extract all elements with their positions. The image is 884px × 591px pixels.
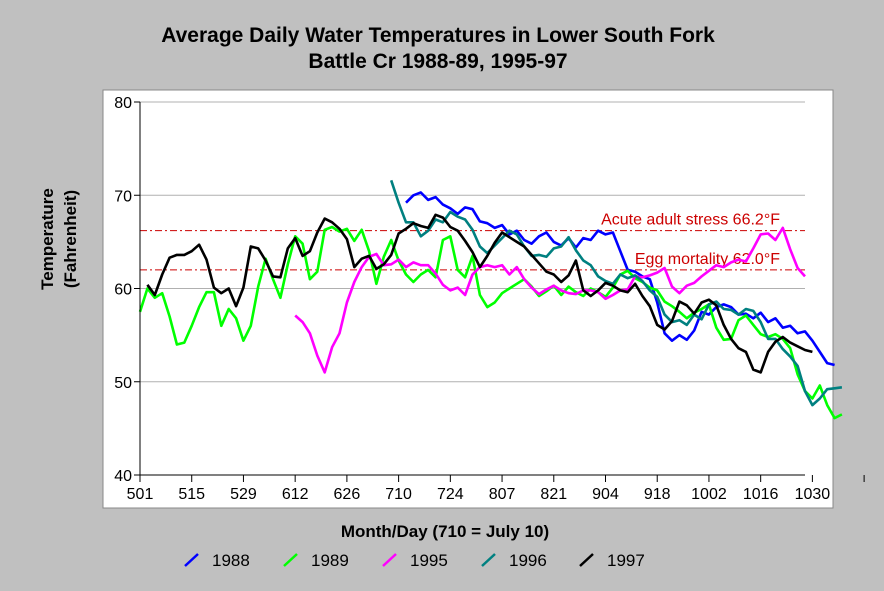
y-tick-label-0: 40 xyxy=(114,468,132,485)
x-tick-label-11: 1002 xyxy=(691,486,727,503)
axes: 40 50 60 70 80 501 515 529 612 626 710 724 807 821 904… xyxy=(114,95,865,503)
x-tick-label-9: 904 xyxy=(592,486,619,503)
x-tick-label-13: 1030 xyxy=(795,486,831,503)
series-lines xyxy=(138,179,843,420)
x-tick-label-6: 724 xyxy=(437,486,464,503)
y-tick-label-2: 60 xyxy=(114,282,132,299)
plot-area xyxy=(102,89,834,509)
y-axis-title-line-1: Temperature xyxy=(38,188,57,290)
x-tick-label-5: 710 xyxy=(385,486,412,503)
x-tick-label-12: 1016 xyxy=(743,486,779,503)
reference-label-0: Acute adult stress 66.2°F xyxy=(601,212,780,229)
legend-swatch-1988 xyxy=(184,553,199,567)
x-tick-label-3: 612 xyxy=(282,486,309,503)
legend-label-1989: 1989 xyxy=(311,551,349,570)
series-line-1989 xyxy=(138,225,843,420)
legend-swatch-1997 xyxy=(579,553,594,567)
x-tick-label-4: 626 xyxy=(334,486,361,503)
y-tick-label-1: 50 xyxy=(114,375,132,392)
legend: 1988 1989 1995 1996 1997 xyxy=(184,551,645,570)
x-tick-label-7: 807 xyxy=(489,486,516,503)
legend-swatch-1989 xyxy=(283,553,298,567)
series-line-1997 xyxy=(146,213,813,374)
legend-label-1995: 1995 xyxy=(410,551,448,570)
chart-title-line-1: Average Daily Water Temperatures in Lowe… xyxy=(161,24,715,47)
series-line-1995 xyxy=(294,226,806,374)
legend-swatch-1996 xyxy=(481,553,496,567)
x-tick-label-1: 515 xyxy=(178,486,205,503)
series-line-1996 xyxy=(389,179,843,407)
grid-lines xyxy=(140,101,805,383)
x-axis-title: Month/Day (710 = July 10) xyxy=(341,522,549,541)
x-tick-label-2: 529 xyxy=(230,486,257,503)
series-line-1988 xyxy=(405,191,835,367)
y-axis-title-line-2: (Fahrenheit) xyxy=(61,190,80,288)
chart-title-line-2: Battle Cr 1988-89, 1995-97 xyxy=(308,50,567,73)
legend-label-1997: 1997 xyxy=(607,551,645,570)
x-tick-label-8: 821 xyxy=(540,486,567,503)
reference-label-1: Egg mortality 62.0°F xyxy=(635,251,780,268)
legend-label-1996: 1996 xyxy=(509,551,547,570)
y-tick-label-3: 70 xyxy=(114,188,132,205)
x-tick-label-10: 918 xyxy=(644,486,671,503)
legend-swatch-1995 xyxy=(382,553,397,567)
x-tick-label-0: 501 xyxy=(127,486,154,503)
y-tick-label-4: 80 xyxy=(114,95,132,112)
legend-label-1988: 1988 xyxy=(212,551,250,570)
